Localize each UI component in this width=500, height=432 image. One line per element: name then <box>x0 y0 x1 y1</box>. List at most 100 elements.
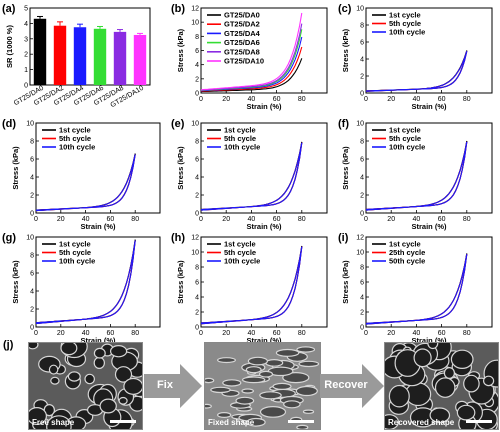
y-axis-label: SR (1000 %) <box>5 25 14 68</box>
arrow-fix <box>144 364 202 408</box>
foam-pore <box>413 348 432 368</box>
y-tick-label: 10 <box>191 250 199 257</box>
x-tick-label: 0 <box>199 96 203 103</box>
x-tick-label: 60 <box>107 216 115 223</box>
x-tick-label: 80 <box>131 330 139 337</box>
x-tick-label: 20 <box>57 330 65 337</box>
x-tick-label: 60 <box>438 216 446 223</box>
x-axis-label: Strain (%) <box>246 222 282 231</box>
foam-pore <box>93 347 106 359</box>
panel-h: (h) 0 2 4 6 8 10 12 Stress (kPa) 0 20 40 60 80 Strain … <box>171 232 328 345</box>
bar <box>73 27 87 85</box>
foam-pore <box>46 415 72 429</box>
legend-entry: GT25/DA10 <box>224 57 264 66</box>
series-line-loading <box>365 141 468 211</box>
y-tick-label: 2 <box>195 76 199 83</box>
y-axis-label: Stress (kPa) <box>341 146 350 190</box>
foam-pore <box>258 370 274 378</box>
bar <box>113 31 127 85</box>
y-tick-label: 12 <box>191 235 199 242</box>
legend-entry: 10th cycle <box>389 28 425 37</box>
x-tick-label: 60 <box>107 330 115 337</box>
x-tick-label: 20 <box>387 216 395 223</box>
y-tick-label: 8 <box>195 265 199 272</box>
plot-frame <box>29 7 151 86</box>
bar <box>93 28 107 85</box>
foam-pore <box>241 376 266 384</box>
foam-pore <box>245 366 262 374</box>
panel-b: (b) 0 2 4 6 8 10 12 Stress (kPa) 0 20 40 60 80 Strain … <box>171 3 328 111</box>
series-line-loading <box>365 141 468 211</box>
legend-entry: 10th cycle <box>59 143 95 152</box>
y-tick-label: 12 <box>191 6 199 13</box>
foam-pore <box>259 391 282 400</box>
panel-label-i: (i) <box>338 232 349 244</box>
plot-frame <box>365 122 493 214</box>
y-axis-label: Stress (kPa) <box>11 260 20 304</box>
x-tick-label: 60 <box>273 330 281 337</box>
x-tick-label: 80 <box>463 216 471 223</box>
foam-pore <box>222 379 242 387</box>
y-tick-label: 4 <box>195 62 199 69</box>
y-tick-label: 6 <box>195 157 199 164</box>
y-tick-label: 6 <box>30 157 34 164</box>
foam-pore <box>217 357 236 364</box>
y-axis-label: Stress (kPa) <box>341 260 350 304</box>
x-tick-label: 80 <box>298 216 306 223</box>
legend-entry: GT25/DA2 <box>224 20 260 29</box>
panel-d: (d) 0 2 4 6 8 10 Stress (kPa) 0 20 40 60 80 Strain (%… <box>2 118 161 231</box>
y-tick-label: 8 <box>360 23 364 30</box>
foam-texture-recovered <box>385 343 498 429</box>
series-line-loading <box>200 142 303 211</box>
x-tick-label: 20 <box>57 216 65 223</box>
y-tick-label: 3 <box>24 36 28 43</box>
foam-pore <box>48 364 59 375</box>
foam-pore <box>385 414 399 429</box>
series-line-loading <box>365 50 468 92</box>
x-axis-label: Strain (%) <box>80 222 116 231</box>
y-tick-label: 8 <box>30 253 34 260</box>
x-tick-label: 40 <box>82 216 90 223</box>
x-tick-label: 20 <box>387 96 395 103</box>
foam-texture-free <box>29 343 142 429</box>
series-line-loading <box>365 51 468 92</box>
foam-pore <box>99 398 117 414</box>
panel-g: (g) 0 2 4 6 8 10 Stress (kPa) 0 20 40 60 80 Strain (%… <box>2 232 161 345</box>
x-tick-label: 40 <box>413 330 421 337</box>
y-tick-label: 8 <box>195 34 199 41</box>
caption-recovered-shape: Recovered shape <box>388 418 455 427</box>
plot-frame <box>365 236 493 328</box>
series-line-loading <box>35 154 136 212</box>
legend-entry: 25th cycle <box>389 248 425 257</box>
panel-label-f: (f) <box>338 118 349 130</box>
foam-pore <box>205 377 215 384</box>
foam-pore <box>246 417 266 427</box>
foam-pore <box>123 377 142 395</box>
panel-label-h: (h) <box>171 232 185 244</box>
y-tick-label: 2 <box>24 52 28 59</box>
foam-texture-fixed <box>205 343 320 429</box>
foam-pore <box>67 371 81 382</box>
arrow-fix-label: Fix <box>157 379 173 391</box>
x-tick-label: 20 <box>222 96 230 103</box>
x-tick-label: 20 <box>222 216 230 223</box>
series-line-unloading <box>365 51 468 92</box>
y-tick-label: 1 <box>24 67 28 74</box>
x-axis-label: Strain (%) <box>411 102 447 111</box>
x-tick-label: 60 <box>273 216 281 223</box>
foam-pore <box>259 406 287 418</box>
legend-entry: 5th cycle <box>389 19 421 28</box>
y-tick-label: 10 <box>356 250 364 257</box>
series-line-unloading <box>200 141 303 210</box>
panel-e: (e) 0 2 4 6 8 10 Stress (kPa) 0 20 40 60 80 Strain (%… <box>171 118 328 231</box>
foam-pore <box>29 407 47 425</box>
series-line-unloading <box>365 141 468 210</box>
legend-entry: GT25/DA4 <box>224 29 261 38</box>
x-tick-label: 40 <box>248 96 256 103</box>
y-tick-label: 4 <box>195 175 199 182</box>
legend-entry: 5th cycle <box>59 248 91 257</box>
y-tick-label: 6 <box>30 271 34 278</box>
x-tick-label: 40 <box>82 330 90 337</box>
legend-entry: 10th cycle <box>389 143 425 152</box>
